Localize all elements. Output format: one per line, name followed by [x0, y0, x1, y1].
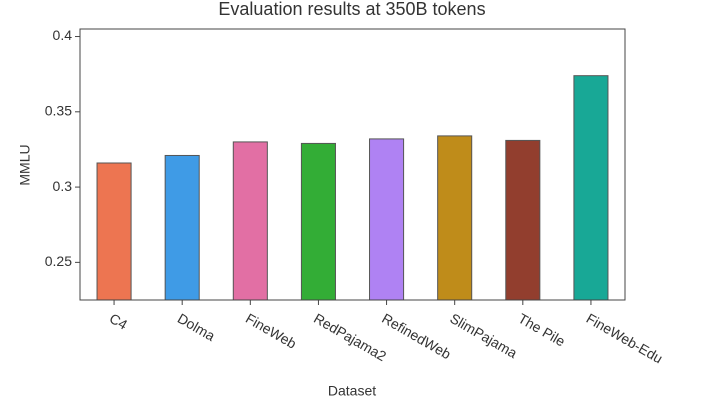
x-tick-label: FineWeb [243, 310, 299, 352]
y-tick-label: 0.3 [53, 178, 73, 194]
bar [505, 139, 541, 301]
bar [300, 142, 336, 301]
bar [164, 154, 200, 301]
plot-frame [79, 28, 626, 301]
bar [437, 135, 473, 301]
x-tick-label: C4 [107, 310, 131, 333]
y-tick-label: 0.4 [53, 27, 73, 43]
x-tick-label: RefinedWeb [379, 310, 454, 362]
y-tick-label: 0.35 [45, 103, 72, 119]
x-tick-label: SlimPajama [447, 310, 520, 361]
chart-title: Evaluation results at 350B tokens [218, 0, 485, 19]
bar [96, 162, 132, 301]
y-tick-label: 0.25 [45, 253, 72, 269]
y-axis-label: MMLU [17, 144, 33, 185]
x-axis-label: Dataset [328, 383, 376, 399]
x-tick-label: The Pile [515, 310, 568, 350]
bar [369, 138, 405, 301]
x-tick-label: RedPajama2 [311, 310, 389, 364]
bar [573, 75, 609, 301]
bar [232, 141, 268, 301]
x-tick-label: Dolma [175, 310, 218, 344]
x-tick-label: FineWeb-Edu [584, 310, 666, 367]
